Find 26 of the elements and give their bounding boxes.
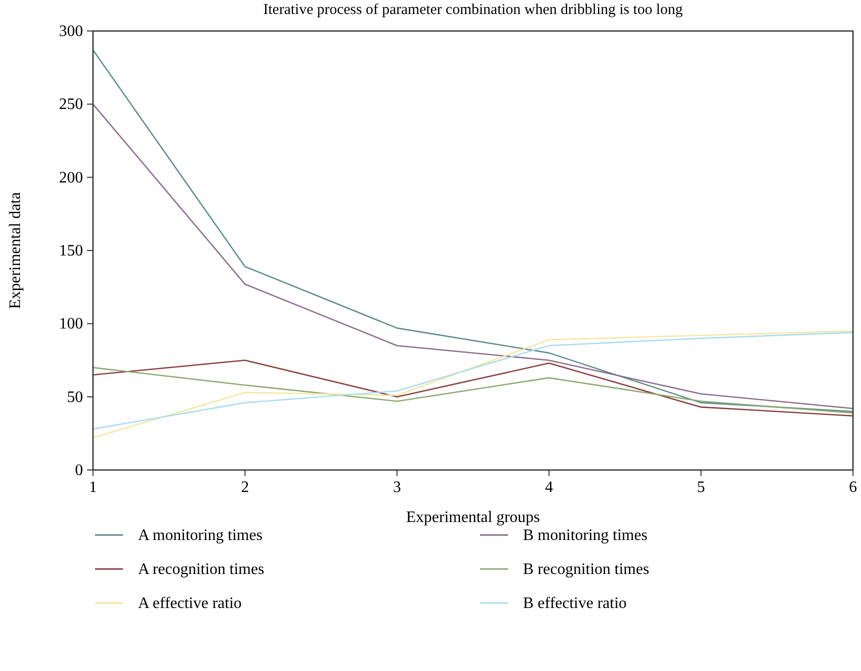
x-tick-label: 3 — [393, 479, 401, 496]
legend-label: B recognition times — [523, 561, 650, 578]
chart-title: Iterative process of parameter combination when dribbling is too long — [263, 2, 684, 18]
x-axis-title: Experimental groups — [406, 509, 540, 526]
y-tick-label: 100 — [59, 316, 83, 333]
line-series — [92, 360, 854, 417]
x-tick-label: 1 — [89, 479, 97, 496]
y-tick-label: 250 — [59, 96, 83, 114]
y-tick-label: 200 — [59, 169, 83, 186]
y-tick-label: 50 — [67, 388, 83, 406]
y-tick-label: 150 — [59, 242, 83, 260]
y-axis-title: Experimental data — [7, 192, 24, 309]
x-tick-label: 6 — [849, 479, 857, 496]
x-tick-label: 2 — [241, 479, 249, 496]
y-tick-label: 0 — [75, 462, 83, 479]
x-tick-label: 4 — [545, 479, 553, 496]
legend-label: A effective ratio — [138, 595, 242, 612]
y-tick-label: 300 — [59, 23, 83, 40]
line-series — [92, 49, 854, 412]
legend-label: B monitoring times — [523, 527, 648, 544]
line-series — [92, 366, 854, 414]
legend-label: A monitoring times — [138, 527, 262, 544]
legend-label: A recognition times — [138, 561, 264, 578]
line-series — [92, 104, 854, 410]
legend-label: B effective ratio — [523, 595, 627, 612]
x-tick-label: 5 — [697, 479, 705, 496]
